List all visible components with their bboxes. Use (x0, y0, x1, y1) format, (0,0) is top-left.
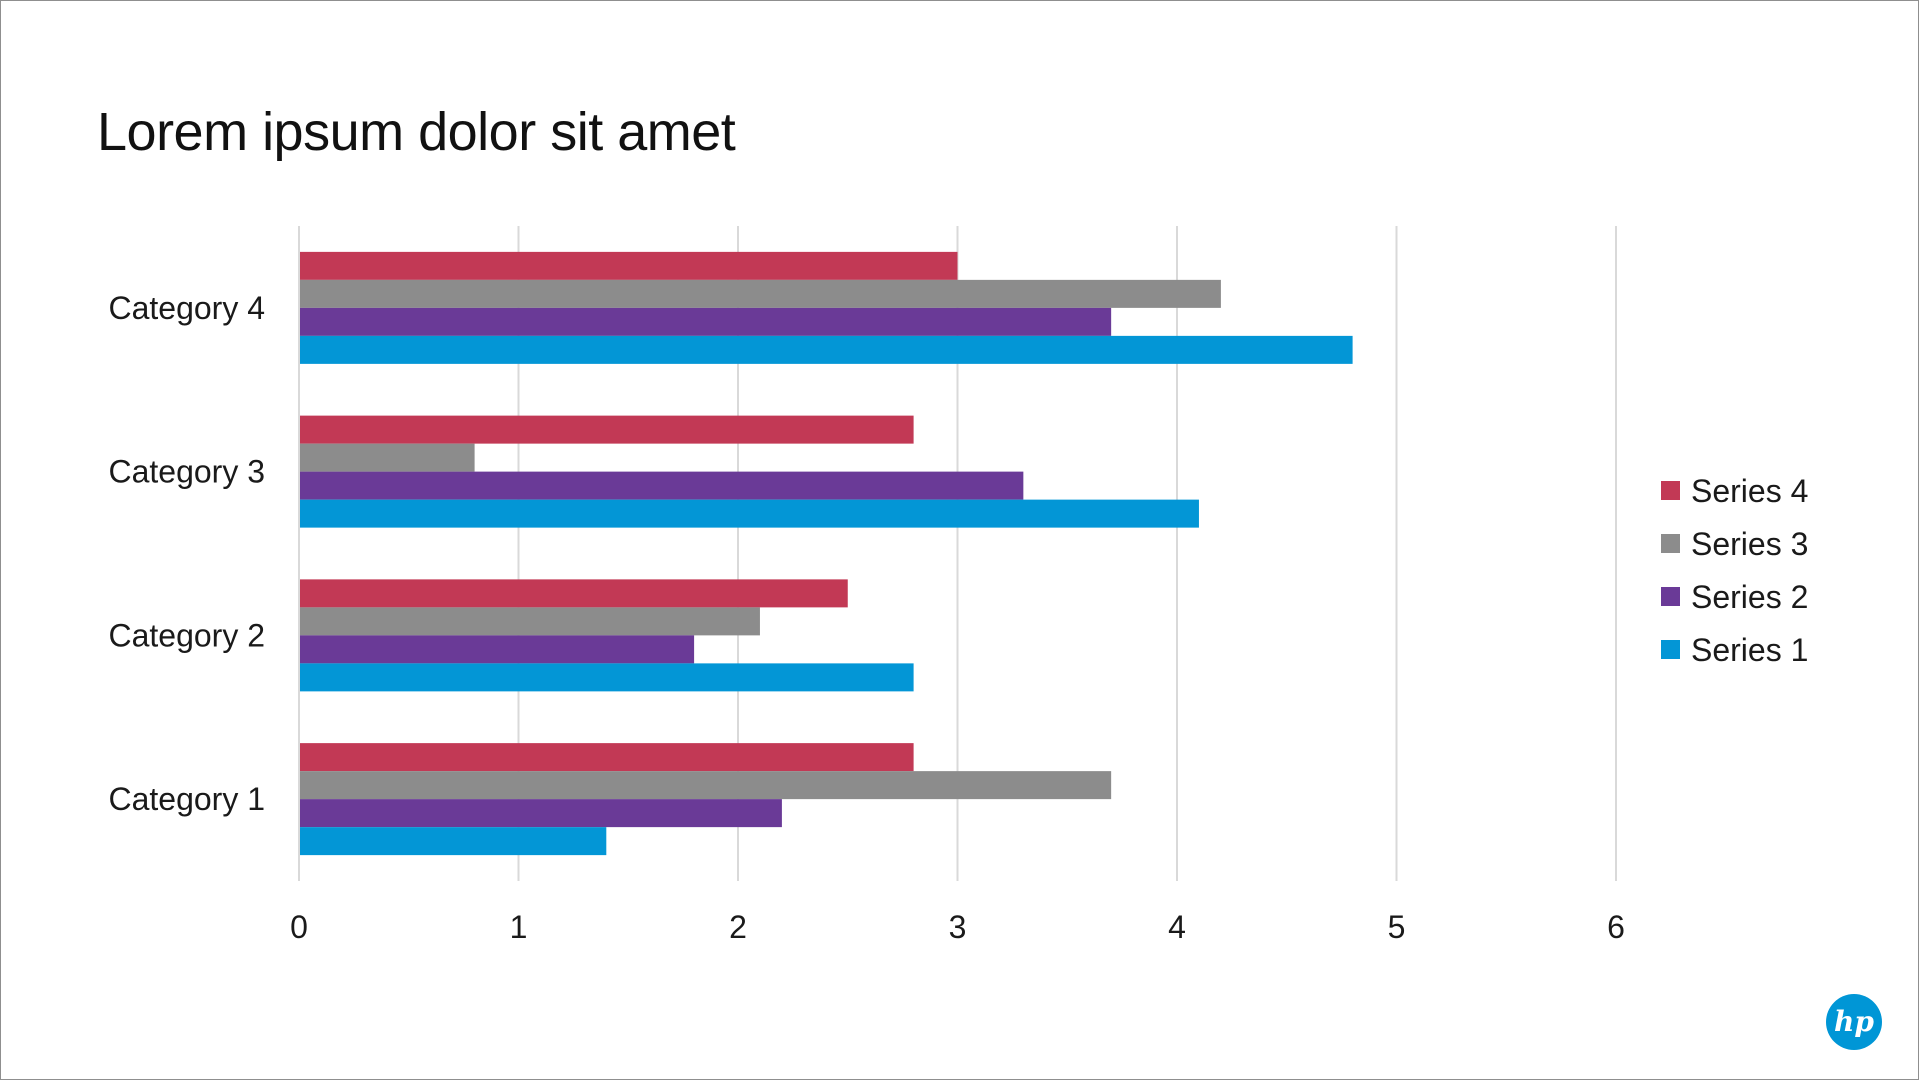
legend-label: Series 4 (1691, 473, 1808, 509)
legend-label: Series 2 (1691, 579, 1808, 615)
category-label: Category 3 (108, 454, 265, 490)
x-tick-label: 6 (1607, 909, 1625, 945)
category-label: Category 2 (108, 617, 265, 653)
bar-series-3-category-1 (299, 771, 1112, 800)
bar-series-2-category-4 (299, 307, 1112, 336)
bar-series-3-category-3 (299, 443, 475, 472)
x-tick-label: 3 (949, 909, 967, 945)
bar-series-4-category-3 (299, 415, 914, 444)
bar-series-4-category-4 (299, 251, 958, 280)
bar-series-3-category-2 (299, 607, 760, 636)
legend-swatch (1661, 481, 1680, 500)
bar-series-2-category-3 (299, 471, 1024, 500)
legend-label: Series 1 (1691, 632, 1808, 668)
x-tick-label: 2 (729, 909, 747, 945)
bar-series-4-category-1 (299, 743, 914, 772)
bar-series-2-category-1 (299, 799, 782, 828)
bar-series-1-category-1 (299, 827, 607, 856)
bar-series-4-category-2 (299, 579, 848, 608)
bar-series-1-category-3 (299, 499, 1199, 528)
bar-series-1-category-4 (299, 335, 1353, 364)
hp-logo-text: hp (1834, 1005, 1874, 1038)
slide-title: Lorem ipsum dolor sit amet (97, 102, 736, 162)
legend-swatch (1661, 587, 1680, 606)
bar-series-2-category-2 (299, 635, 695, 664)
x-tick-label: 5 (1388, 909, 1406, 945)
x-tick-label: 4 (1168, 909, 1186, 945)
bar-series-3-category-4 (299, 279, 1221, 308)
category-label: Category 1 (108, 781, 265, 817)
hp-logo: hp (1826, 994, 1882, 1050)
x-tick-label: 1 (510, 909, 528, 945)
category-label: Category 4 (108, 290, 265, 326)
legend-swatch (1661, 640, 1680, 659)
x-tick-label: 0 (290, 909, 308, 945)
legend-swatch (1661, 534, 1680, 553)
legend-label: Series 3 (1691, 526, 1808, 562)
bar-series-1-category-2 (299, 663, 914, 692)
